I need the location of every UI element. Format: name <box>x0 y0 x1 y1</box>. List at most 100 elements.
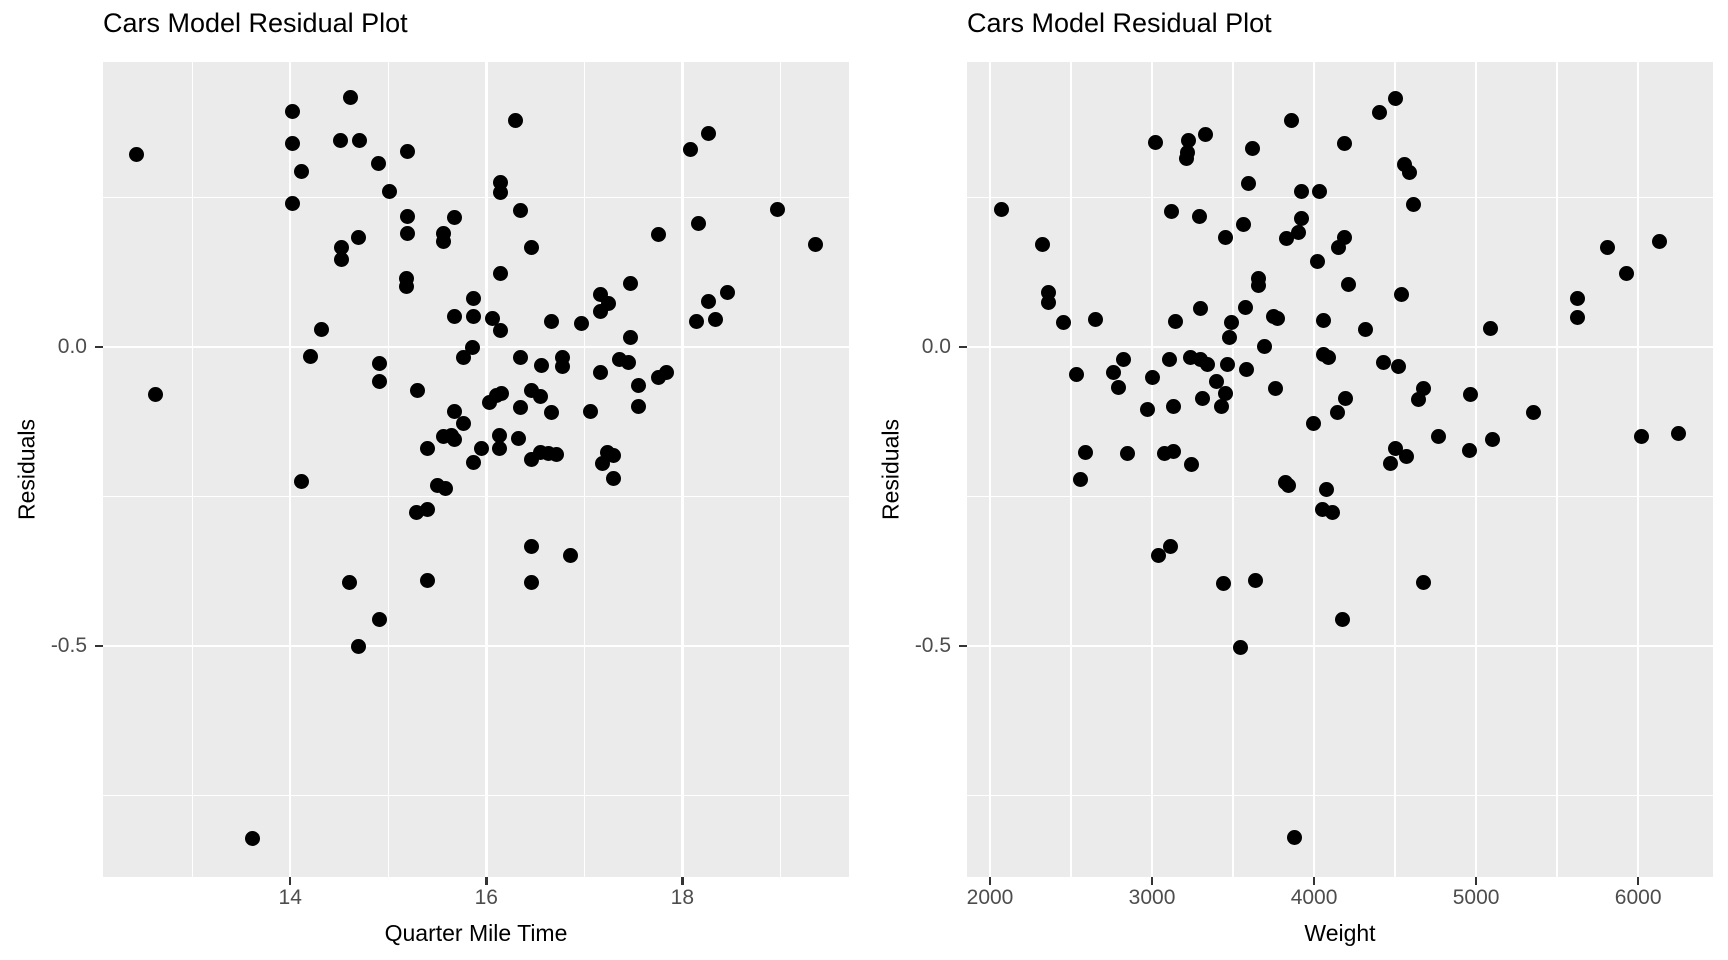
data-point <box>1525 404 1541 420</box>
data-point <box>1309 253 1325 269</box>
data-point <box>600 444 616 460</box>
data-point <box>1150 548 1166 564</box>
data-point <box>1237 299 1253 315</box>
gridline-minor <box>1394 62 1396 877</box>
data-point <box>1387 440 1403 456</box>
gridline-minor <box>1556 62 1558 877</box>
data-point <box>491 441 507 457</box>
data-point <box>1651 233 1667 249</box>
data-point <box>1216 575 1232 591</box>
data-point <box>1111 380 1127 396</box>
data-point <box>808 237 824 253</box>
data-point <box>1144 369 1160 385</box>
data-point <box>1398 449 1414 465</box>
data-point <box>513 350 529 366</box>
data-point <box>1286 830 1302 846</box>
data-point <box>351 639 367 655</box>
data-point <box>1164 203 1180 219</box>
data-point <box>630 377 646 393</box>
data-point <box>1280 478 1296 494</box>
plot-title: Cars Model Residual Plot <box>103 8 408 38</box>
data-point <box>622 329 638 345</box>
data-point <box>1390 359 1406 375</box>
x-axis-tick-label: 14 <box>278 886 302 909</box>
x-axis-tick-label: 4000 <box>1290 886 1338 909</box>
plot-title: Cars Model Residual Plot <box>967 8 1272 38</box>
x-axis-tick-label: 2000 <box>966 886 1014 909</box>
data-point <box>1035 237 1051 253</box>
data-point <box>592 365 608 381</box>
data-point <box>544 314 560 329</box>
data-point <box>1337 391 1353 407</box>
data-point <box>494 385 510 401</box>
gridline-minor <box>779 62 781 877</box>
data-point <box>341 575 357 591</box>
data-point <box>532 389 548 405</box>
gridline-major <box>485 62 488 877</box>
x-axis-tick-mark <box>1312 877 1316 885</box>
x-axis-tick-label: 6000 <box>1614 886 1662 909</box>
gridline-minor <box>1070 62 1072 877</box>
x-axis-tick-label: 3000 <box>1128 886 1176 909</box>
data-point <box>1223 314 1239 330</box>
data-point <box>481 394 497 410</box>
x-axis-tick-mark <box>988 877 992 885</box>
data-point <box>1430 428 1446 444</box>
data-point <box>1315 312 1331 328</box>
data-point <box>993 201 1009 217</box>
data-point <box>1335 612 1351 628</box>
data-point <box>1183 456 1199 472</box>
data-point <box>1161 351 1177 367</box>
gridline-major <box>967 345 1713 349</box>
data-point <box>513 399 529 415</box>
y-axis-tick-mark <box>959 345 967 349</box>
data-point <box>1106 365 1122 381</box>
data-point <box>701 293 717 309</box>
data-point <box>1208 373 1224 389</box>
data-point <box>1482 320 1498 336</box>
gridline-minor <box>387 62 389 877</box>
data-point <box>244 830 260 846</box>
data-point <box>1219 357 1235 373</box>
data-point <box>371 374 387 390</box>
data-point <box>400 225 416 241</box>
x-axis-tick-mark <box>681 877 684 885</box>
data-point <box>1191 208 1207 224</box>
data-point <box>1235 216 1251 232</box>
data-point <box>1165 444 1181 460</box>
data-point <box>1256 338 1272 354</box>
data-point <box>333 240 349 256</box>
data-point <box>1293 183 1309 199</box>
data-point <box>1078 444 1094 460</box>
data-point <box>437 480 453 496</box>
data-point <box>419 501 435 517</box>
x-axis-tick-mark <box>1150 877 1154 885</box>
data-point <box>606 470 622 486</box>
y-axis-tick-mark <box>95 644 103 648</box>
data-point <box>1382 455 1398 471</box>
data-point <box>1387 90 1403 106</box>
data-point <box>1199 357 1215 373</box>
data-point <box>484 311 500 327</box>
data-point <box>1415 574 1431 590</box>
data-point <box>1371 104 1387 120</box>
data-point <box>1318 482 1334 498</box>
x-axis-tick-mark <box>288 877 292 885</box>
data-point <box>688 314 704 329</box>
data-point <box>549 446 565 462</box>
data-point <box>511 431 527 447</box>
data-point <box>466 291 482 307</box>
data-point <box>492 184 508 200</box>
data-point <box>1462 386 1478 402</box>
data-point <box>1250 277 1266 293</box>
data-point <box>651 369 667 385</box>
gridline-minor <box>103 795 849 797</box>
data-point <box>371 612 387 628</box>
data-point <box>1268 380 1284 396</box>
data-point <box>1311 183 1327 199</box>
data-point <box>371 356 387 372</box>
y-axis-tick-mark <box>959 644 967 648</box>
data-point <box>651 227 667 243</box>
data-point <box>544 405 560 421</box>
